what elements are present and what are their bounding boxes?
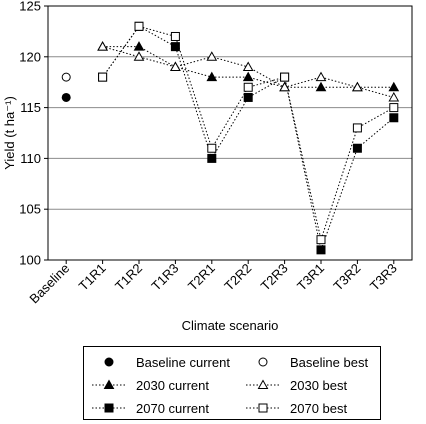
2030-best-point: [242, 61, 254, 71]
x-tick-label: T1R2: [112, 261, 145, 294]
x-tick-label: T2R3: [258, 261, 291, 294]
2030-current-point: [133, 41, 145, 51]
baseline-best-point: [61, 72, 71, 82]
series-markers: [61, 21, 400, 255]
yield-chart: 100 105 110 115 120 125 Baseline T1R1 T1R2 T1R3 T…: [2, 0, 413, 333]
legend-label: 2030 best: [290, 378, 347, 393]
gridlines: [48, 56, 412, 210]
y-tick-label: 110: [20, 151, 41, 166]
legend-label: Baseline current: [136, 355, 230, 370]
x-tick-label: T2R1: [185, 261, 218, 294]
legend-marker: [257, 379, 269, 389]
2070-best-point: [134, 21, 144, 31]
2070-current-point: [316, 245, 326, 255]
y-tick-label: 115: [20, 100, 41, 115]
2030-current-line: [102, 46, 394, 88]
x-tick-label: T3R3: [367, 261, 400, 294]
2070-current-line: [102, 25, 395, 252]
legend-item-2030-current: 2030 current: [92, 378, 209, 393]
2030-current-point: [206, 71, 218, 82]
y-axis-ticks: 100 105 110 115 120 125: [19, 0, 48, 268]
legend-label: 2030 current: [136, 378, 209, 393]
y-tick-label: 105: [19, 202, 41, 217]
2070-best-point: [207, 143, 217, 153]
2070-current-point: [243, 92, 253, 102]
2070-best-point: [316, 235, 326, 245]
2030-current-point: [388, 81, 400, 92]
2030-best-point: [352, 81, 363, 92]
2070-best-point: [170, 31, 180, 41]
x-tick-label: T2R2: [221, 261, 254, 294]
y-tick-label: 125: [19, 0, 41, 14]
legend-item-2030-best: 2030 best: [246, 378, 347, 393]
x-tick-label: T1R3: [148, 261, 181, 294]
2030-best-point: [388, 91, 400, 102]
2030-best-point: [206, 51, 218, 61]
plot-frame: [47, 5, 413, 261]
x-axis-ticks: Baseline T1R1 T1R2 T1R3 T2R1 T2R2 T2R3 T3R1 T3R2…: [26, 260, 400, 306]
legend-marker: [104, 357, 114, 367]
legend-marker: [258, 403, 268, 413]
2030-best-point: [315, 71, 327, 82]
2070-current-point: [352, 143, 362, 153]
2030-best-point: [279, 81, 290, 92]
x-axis-label: Climate scenario: [182, 318, 279, 333]
y-tick-label: 120: [19, 49, 41, 64]
legend-marker: [258, 357, 268, 367]
x-tick-label: T3R2: [330, 261, 363, 294]
x-tick-label: T3R1: [294, 261, 327, 294]
legend-item-2070-current: 2070 current: [92, 401, 209, 416]
2030-best-point: [133, 51, 145, 61]
legend-item-2070-best: 2070 best: [246, 401, 347, 416]
y-tick-label: 100: [19, 253, 41, 268]
2070-current-point: [170, 42, 180, 52]
2030-best-point: [97, 41, 108, 51]
x-tick-label: T1R1: [76, 261, 109, 294]
legend: Baseline current Baseline best 2030 curren…: [83, 346, 381, 420]
legend-label: 2070 current: [136, 401, 209, 416]
series-lines: [102, 25, 395, 252]
2070-best-line: [102, 25, 395, 242]
2070-best-point: [352, 123, 362, 133]
2070-best-point: [389, 103, 399, 113]
2070-current-point: [389, 113, 399, 123]
2030-best-point: [170, 61, 181, 71]
legend-marker: [103, 379, 115, 389]
legend-label: Baseline best: [290, 355, 368, 370]
2070-current-point: [207, 153, 217, 163]
legend-item-baseline-best: Baseline best: [258, 355, 368, 370]
baseline-current-point: [61, 92, 71, 102]
2070-best-point: [243, 82, 253, 92]
2070-best-point: [280, 72, 290, 82]
legend-item-baseline-current: Baseline current: [104, 355, 230, 370]
legend-label: 2070 best: [290, 401, 347, 416]
y-axis-label: Yield (t ha⁻¹): [2, 96, 17, 170]
2030-current-point: [242, 71, 254, 82]
2030-current-point: [315, 81, 327, 92]
2070-best-point: [98, 72, 108, 82]
legend-marker: [104, 403, 114, 413]
